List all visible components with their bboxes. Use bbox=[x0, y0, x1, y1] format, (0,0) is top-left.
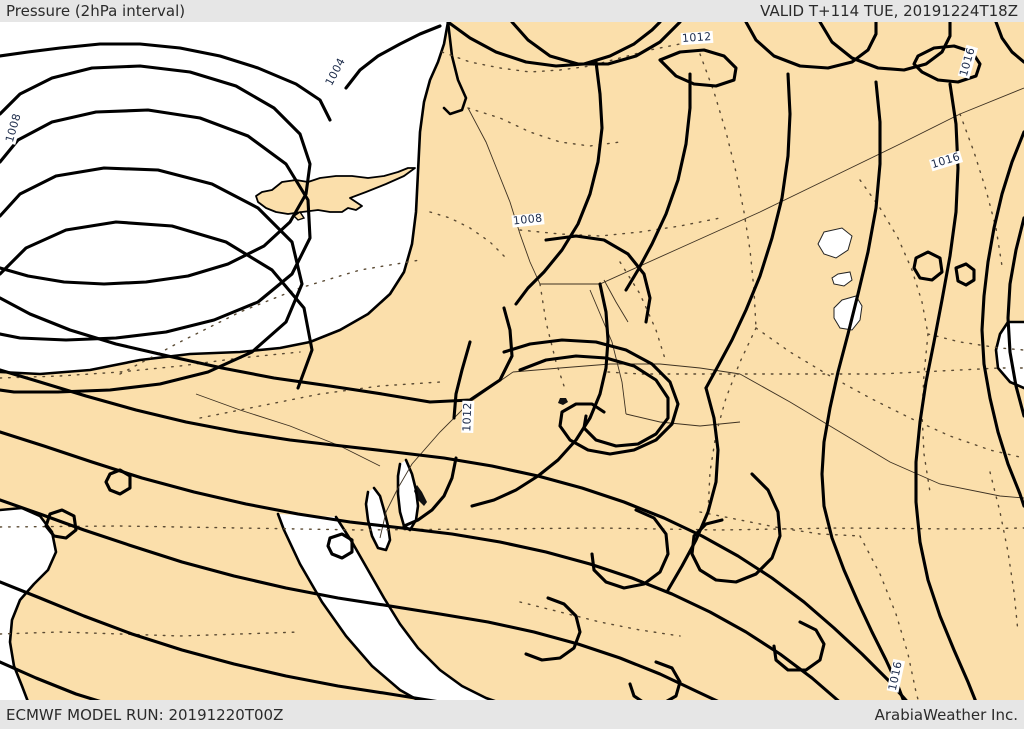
contour-ring-3 bbox=[0, 166, 304, 394]
contour-iraq-5 bbox=[820, 80, 908, 707]
contour-iran-1 bbox=[980, 130, 1024, 508]
contour-sweep-3 bbox=[0, 498, 732, 707]
contour-label-1012-levant: 1012 bbox=[460, 400, 475, 434]
contour-arabia-3 bbox=[470, 282, 610, 508]
contour-iraq-2 bbox=[624, 72, 692, 292]
red-sea bbox=[278, 514, 512, 707]
africa-coast bbox=[0, 506, 58, 707]
footer-bar: ECMWF MODEL RUN: 20191220T00Z ArabiaWeat… bbox=[0, 700, 1024, 729]
contour-small-loop-4 bbox=[912, 250, 944, 282]
levant-coast bbox=[0, 22, 450, 376]
contour-1012-levant-b bbox=[402, 456, 458, 528]
contour-ne-6 bbox=[912, 44, 982, 84]
contour-small-loop-3 bbox=[326, 532, 354, 560]
political-borders-dotted bbox=[0, 43, 1024, 707]
contour-sweep-2 bbox=[0, 430, 848, 707]
contour-saudi-3 bbox=[524, 596, 582, 662]
contour-1008-main bbox=[0, 296, 514, 404]
red-sea-east-coast bbox=[276, 512, 432, 707]
contour-iraq-6 bbox=[914, 82, 980, 707]
contour-arabia-2 bbox=[518, 354, 670, 448]
pressure-contour-map bbox=[0, 22, 1024, 707]
contour-ring-2 bbox=[0, 108, 312, 342]
pressure-contours bbox=[0, 22, 1024, 707]
red-sea-west-coast bbox=[334, 515, 514, 707]
contour-ring-1 bbox=[0, 64, 312, 286]
aegean-inlet bbox=[0, 22, 36, 108]
contour-1008-east bbox=[544, 234, 652, 324]
model-run-label: ECMWF MODEL RUN: 20191220T00Z bbox=[6, 706, 284, 724]
contour-ne-4 bbox=[744, 22, 878, 70]
contour-saudi-1 bbox=[690, 472, 782, 584]
contour-small-loop-1 bbox=[104, 468, 132, 496]
syria-lake bbox=[558, 398, 568, 405]
contour-1004-b bbox=[344, 24, 442, 90]
contour-arabia-1 bbox=[502, 338, 680, 456]
political-borders-solid bbox=[195, 87, 1024, 539]
contour-sweep-4 bbox=[0, 580, 472, 707]
contour-iraq-4 bbox=[666, 386, 720, 592]
sinai-outline bbox=[364, 486, 392, 552]
cyprus bbox=[255, 167, 416, 221]
contour-1004-a bbox=[0, 42, 332, 122]
coastlines bbox=[0, 22, 1024, 707]
contour-saudi-2 bbox=[590, 508, 670, 590]
iraq-lake-2 bbox=[831, 271, 853, 287]
contour-saudi-5 bbox=[772, 620, 826, 672]
contour-1012-levant bbox=[452, 340, 472, 420]
contour-ring-4 bbox=[0, 220, 314, 390]
contour-ne-1 bbox=[446, 22, 662, 68]
gulf-of-aqaba bbox=[398, 460, 418, 530]
red-sea-west-shore bbox=[0, 508, 56, 707]
contour-label-1012-north: 1012 bbox=[680, 29, 713, 46]
page-title: Pressure (2hPa interval) bbox=[6, 2, 186, 20]
contour-ne-5 bbox=[818, 22, 952, 72]
contour-ne-7 bbox=[994, 22, 1024, 64]
contour-ne-3 bbox=[658, 48, 738, 88]
contour-iraq-1 bbox=[514, 60, 604, 306]
valid-time-label: VALID T+114 TUE, 20191224T18Z bbox=[760, 2, 1018, 20]
contour-ne-2 bbox=[510, 22, 682, 66]
contour-iran-2 bbox=[1006, 216, 1024, 418]
provider-credit: ArabiaWeather Inc. bbox=[874, 706, 1018, 724]
map-canvas[interactable]: 1004 1008 1008 1012 1012 1016 1016 1016 bbox=[0, 22, 1024, 707]
contour-iraq-3 bbox=[704, 72, 792, 390]
iraq-lake-1 bbox=[817, 227, 853, 259]
header-bar: Pressure (2hPa interval) VALID T+114 TUE… bbox=[0, 0, 1024, 22]
contour-small-loop-2 bbox=[44, 508, 78, 540]
contour-small-loop-5 bbox=[954, 262, 976, 287]
